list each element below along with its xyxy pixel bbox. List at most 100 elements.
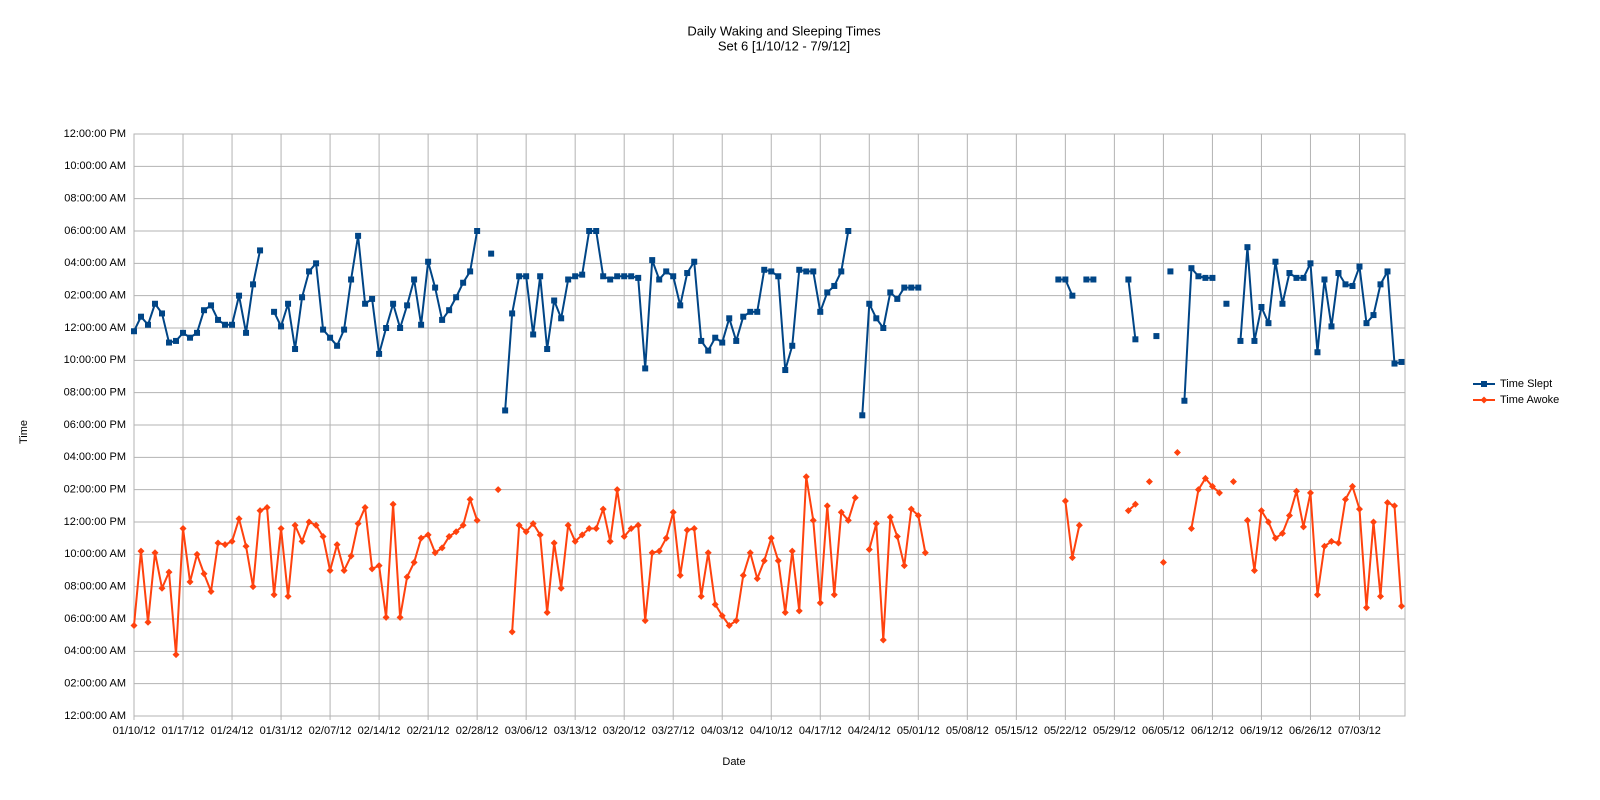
data-point (726, 315, 733, 322)
data-point (921, 549, 929, 557)
data-point (396, 613, 404, 621)
data-point (1314, 349, 1321, 356)
data-point (453, 294, 460, 301)
data-point (690, 524, 698, 532)
data-point (404, 302, 411, 309)
data-point (460, 279, 467, 286)
x-tick-label: 02/07/12 (309, 725, 352, 737)
data-point (795, 607, 803, 615)
data-point (1278, 529, 1286, 537)
data-point (1328, 323, 1335, 330)
data-point (256, 507, 264, 515)
data-point (1299, 523, 1307, 531)
data-point (1271, 534, 1279, 542)
data-point (172, 651, 180, 659)
data-point (600, 273, 607, 280)
data-point (579, 271, 586, 278)
data-point (1188, 265, 1195, 272)
data-point (1264, 518, 1272, 526)
data-point (732, 617, 740, 625)
x-tick-label: 04/17/12 (799, 725, 842, 737)
x-tick-label: 01/17/12 (162, 725, 205, 737)
series-line (133, 230, 1402, 416)
data-point (1265, 320, 1272, 327)
data-point (1223, 300, 1230, 307)
data-point (880, 325, 887, 331)
data-point (305, 518, 313, 526)
data-point (403, 573, 411, 581)
data-point (424, 531, 432, 539)
data-point (1125, 276, 1132, 283)
data-point (250, 281, 257, 288)
data-point (565, 276, 572, 283)
data-point (473, 516, 481, 524)
data-point (1321, 276, 1328, 283)
data-point (207, 588, 215, 596)
data-point (788, 547, 796, 555)
data-point (593, 228, 600, 234)
data-point (746, 549, 754, 557)
data-point (1055, 276, 1062, 283)
data-point (214, 539, 222, 547)
data-point (886, 513, 894, 521)
data-point (1363, 320, 1370, 327)
data-point (201, 307, 208, 314)
x-tick-label: 03/27/12 (652, 725, 695, 737)
data-point (901, 284, 908, 291)
data-point (1384, 268, 1391, 275)
data-point (215, 316, 222, 323)
data-point (1397, 602, 1405, 610)
data-point (200, 570, 208, 578)
data-point (705, 347, 712, 354)
data-point (677, 302, 684, 309)
data-point (439, 316, 446, 323)
data-point (655, 547, 663, 555)
data-point (663, 268, 670, 275)
data-point (292, 346, 299, 353)
data-point (1362, 604, 1370, 612)
data-point (306, 268, 313, 275)
data-point (908, 284, 915, 291)
data-point (411, 276, 418, 283)
data-point (1279, 300, 1286, 307)
data-point (1145, 478, 1153, 486)
data-point (397, 325, 404, 331)
data-point (138, 313, 145, 320)
data-point (831, 282, 838, 289)
x-tick-label: 04/10/12 (750, 725, 793, 737)
data-point (418, 321, 425, 328)
x-tick-label: 01/31/12 (260, 725, 303, 737)
data-point (222, 321, 229, 328)
data-point (158, 584, 166, 592)
data-point (845, 228, 852, 234)
data-point (375, 562, 383, 570)
y-tick-label: 10:00:00 PM (64, 354, 126, 366)
data-point (1341, 495, 1349, 503)
data-point (299, 294, 306, 301)
data-point (1383, 499, 1391, 507)
x-tick-label: 02/28/12 (456, 725, 499, 737)
data-point (1194, 486, 1202, 494)
data-point (1062, 276, 1069, 283)
data-point (383, 325, 390, 331)
data-point (243, 329, 250, 336)
data-point (613, 486, 621, 494)
data-point (621, 273, 628, 280)
data-point (536, 531, 544, 539)
data-point (137, 547, 145, 555)
data-point (894, 295, 901, 302)
data-point (872, 520, 880, 528)
x-tick-label: 01/10/12 (113, 725, 156, 737)
data-point (725, 621, 733, 629)
data-point (1348, 482, 1356, 490)
x-tick-label: 01/24/12 (211, 725, 254, 737)
data-point (509, 310, 516, 317)
data-point (152, 300, 159, 307)
y-tick-label: 02:00:00 AM (64, 290, 126, 302)
data-point (1167, 268, 1174, 275)
data-point (1244, 244, 1251, 251)
data-point (739, 571, 747, 579)
data-point (144, 618, 152, 626)
data-point (551, 297, 558, 304)
